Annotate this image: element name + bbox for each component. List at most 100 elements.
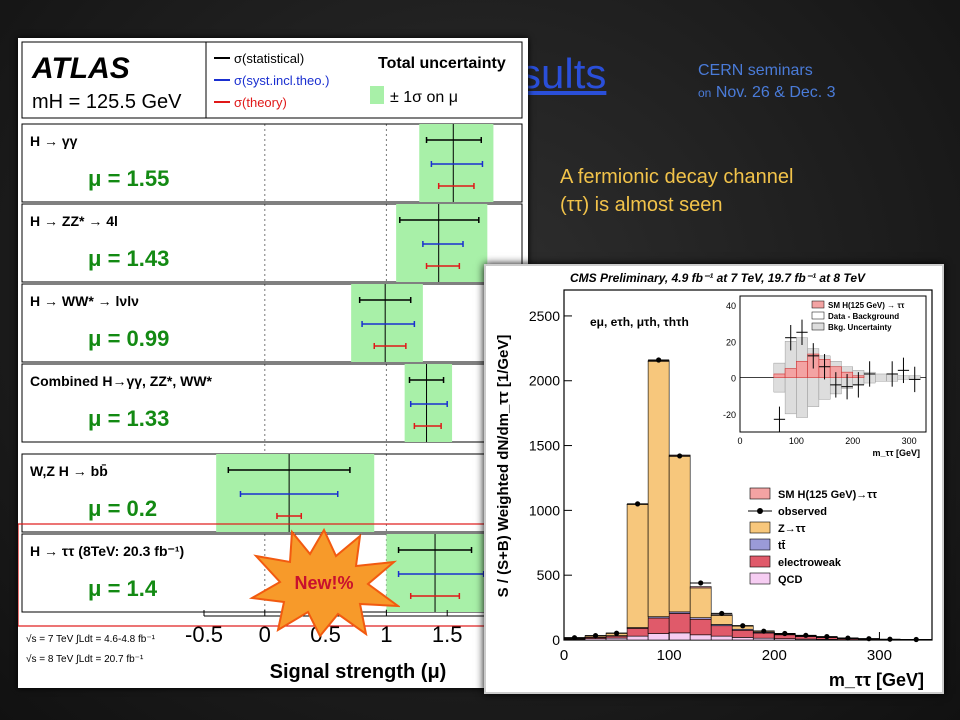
cms-observed-point [592, 632, 599, 639]
cms-observed-point [635, 501, 641, 507]
new-badge-starburst [248, 527, 400, 638]
cms-title: CMS Preliminary, 4.9 fb⁻¹ at 7 TeV, 19.7… [570, 271, 866, 285]
cms-legend-label: Z→ττ [778, 523, 806, 535]
cms-stack-bar [626, 504, 649, 628]
cms-stack-bar [710, 615, 733, 625]
cms-x-axis-label: m_ττ [GeV] [829, 670, 924, 690]
seminars-dates: Nov. 26 & Dec. 3 [715, 84, 836, 101]
cms-inset-legend-label: SM H(125 GeV) → ττ [828, 301, 905, 310]
cms-y-axis-label: S / (S+B) Weighted dN/dm_ττ [1/GeV] [495, 335, 512, 598]
atlas-energy-7tev: √s = 7 TeV ∫Ldt = 4.6-4.8 fb⁻¹ [26, 633, 156, 645]
atlas-legend-label: σ(syst.incl.theo.) [234, 73, 329, 88]
cms-legend-swatch [749, 572, 771, 585]
atlas-channel-label: H → ττ (8TeV: 20.3 fb⁻¹) [30, 543, 184, 559]
atlas-channel-label: Combined H→γγ, ZZ*, WW* [30, 373, 213, 389]
fermionic-line1: A fermionic decay channel [560, 166, 794, 188]
cms-y-tick-label: 2500 [529, 308, 560, 324]
cms-inset-legend-swatch [811, 322, 825, 331]
cms-channels-label: eμ, eτh, μτh, τhτh [590, 315, 689, 329]
cms-observed-point [677, 453, 683, 459]
atlas-legend-band-swatch [370, 86, 384, 104]
cms-stack-bar [710, 635, 733, 641]
atlas-total-band [404, 364, 453, 442]
atlas-total-band [216, 454, 375, 532]
cms-inset-x-tick-label: 100 [789, 436, 804, 446]
atlas-channel-label: H → γγ [30, 133, 78, 149]
atlas-mu-value: μ = 0.2 [88, 496, 157, 521]
cms-stack-bar [668, 456, 691, 613]
cms-y-tick-label: 2000 [529, 373, 560, 389]
cms-legend-label: observed [778, 506, 827, 518]
cms-legend-swatch [749, 555, 771, 568]
cms-observed-point [782, 630, 788, 637]
cms-observed-point [824, 634, 830, 640]
cms-stack-bar [731, 637, 754, 641]
cms-inset-signal-bar [773, 373, 786, 378]
atlas-legend-total-sub: ± 1σ on μ [390, 89, 458, 106]
atlas-mu-value: μ = 1.4 [88, 576, 158, 601]
cms-observed-point [571, 635, 578, 641]
cms-stack-bar [626, 635, 649, 641]
atlas-channel-label: H → ZZ* → 4l [30, 213, 118, 229]
atlas-energy-8tev: √s = 8 TeV ∫Ldt = 20.7 fb⁻¹ [26, 653, 144, 665]
cms-mtautau-panel: CMS Preliminary, 4.9 fb⁻¹ at 7 TeV, 19.7… [484, 264, 944, 694]
cms-x-tick-label: 0 [560, 647, 568, 664]
cms-inset-y-tick-label: -20 [723, 410, 736, 420]
cms-observed-point [698, 580, 704, 586]
cms-x-tick-label: 200 [762, 647, 787, 664]
atlas-row-box [21, 123, 523, 203]
cms-legend-label: SM H(125 GeV)→ττ [778, 489, 877, 501]
cms-inset-legend-swatch [811, 300, 825, 309]
cms-stack-bar [647, 360, 670, 617]
seminars-line1: CERN seminars [698, 62, 813, 79]
atlas-x-tick-label: -0.5 [185, 622, 223, 647]
cms-inset-legend-label: Data - Background [828, 312, 899, 321]
cms-stack-bar [647, 633, 670, 641]
cms-legend-swatch [749, 487, 771, 500]
cms-legend-label: QCD [778, 574, 803, 586]
cms-stack-bar [668, 613, 691, 634]
cms-inset-signal-bar [784, 368, 797, 378]
atlas-x-axis-label: Signal strength (μ) [270, 661, 447, 683]
cms-inset-legend-label: Bkg. Uncertainty [828, 323, 892, 332]
cms-y-tick-label: 0 [552, 632, 560, 648]
cms-observed-point [866, 636, 872, 642]
cms-observed-point [719, 610, 725, 617]
cms-observed-point [887, 636, 893, 642]
atlas-title-text: ATLAS [31, 52, 130, 85]
cms-inset-x-tick-label: 0 [737, 436, 742, 446]
cms-legend-observed-marker [757, 508, 763, 514]
cms-legend-swatch [749, 521, 771, 534]
atlas-x-tick-label: 0 [259, 622, 271, 647]
atlas-total-band [396, 204, 488, 282]
seminars-line2: on Nov. 26 & Dec. 3 [698, 82, 836, 104]
atlas-legend-box [205, 41, 523, 119]
cms-legend-swatch [749, 538, 771, 551]
cms-stack-bar [689, 618, 712, 636]
cms-inset-x-label: m_ττ [GeV] [872, 448, 920, 458]
cms-y-tick-label: 1000 [529, 502, 560, 518]
slide-title-fragment: sults [520, 50, 607, 97]
cms-mtautau-chart: CMS Preliminary, 4.9 fb⁻¹ at 7 TeV, 19.7… [495, 271, 933, 690]
cms-stack-bar [689, 586, 712, 589]
cms-inset-y-tick-label: 20 [726, 337, 736, 347]
cms-inset-y-tick-label: 40 [726, 301, 736, 311]
cms-stack-bar [626, 628, 649, 637]
atlas-x-tick-label: 1 [380, 622, 392, 647]
atlas-total-band [386, 534, 496, 612]
atlas-legend-total: Total uncertainty [378, 55, 506, 72]
cms-y-tick-label: 500 [537, 567, 561, 583]
atlas-mu-value: μ = 0.99 [88, 326, 169, 351]
cms-legend-label: electroweak [778, 557, 842, 569]
atlas-mu-value: μ = 1.33 [88, 406, 169, 431]
cms-legend-label: tt̄ [778, 540, 786, 552]
cms-x-tick-label: 300 [867, 647, 892, 664]
atlas-legend-label: σ(theory) [234, 95, 287, 110]
atlas-x-tick-label: 1.5 [432, 622, 463, 647]
atlas-mu-value: μ = 1.43 [88, 246, 169, 271]
cms-observed-point [913, 636, 919, 643]
cms-observed-point [740, 623, 746, 629]
cms-inset-x-tick-label: 200 [845, 436, 860, 446]
cms-y-tick-label: 1500 [529, 438, 560, 454]
atlas-mass-text: mH = 125.5 GeV [32, 91, 182, 113]
